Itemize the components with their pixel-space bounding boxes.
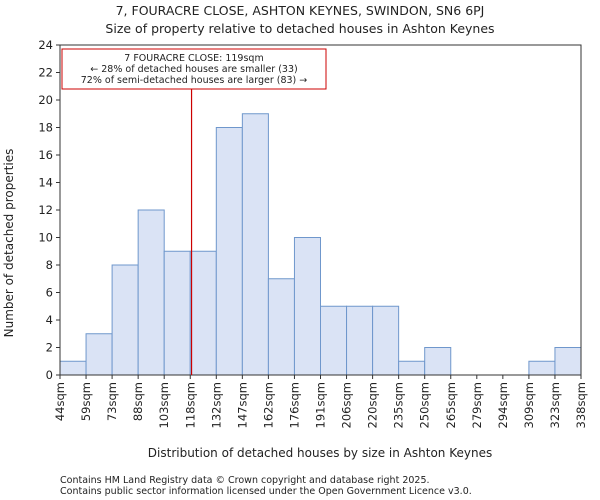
- plot-frame: [59, 44, 582, 376]
- x-tick-label: 176sqm: [287, 382, 301, 428]
- y-tick-label: 6: [46, 286, 53, 300]
- x-tick-label: 103sqm: [157, 382, 171, 428]
- bar-309sqm: [528, 360, 556, 376]
- x-tick-label: 59sqm: [79, 382, 93, 421]
- bars: [59, 113, 582, 376]
- bar-206sqm: [346, 305, 374, 376]
- x-tick-label: 323sqm: [548, 382, 562, 428]
- y-tick-label: 18: [38, 121, 53, 135]
- bar-191sqm: [320, 305, 348, 376]
- x-tick-label: 147sqm: [235, 382, 249, 428]
- y-tick-label: 12: [38, 203, 53, 217]
- bar-73sqm: [111, 264, 139, 376]
- bar-132sqm: [215, 127, 243, 376]
- x-tick-label: 250sqm: [418, 382, 432, 428]
- y-tick-label: 4: [46, 313, 53, 327]
- y-tick-label: 10: [38, 231, 53, 245]
- bar-147sqm: [241, 113, 269, 376]
- bar-235sqm: [398, 360, 426, 376]
- y-tick-label: 22: [38, 66, 53, 80]
- annotation-line-1: 7 FOURACRE CLOSE: 119sqm: [124, 53, 263, 64]
- chart-title: 7, FOURACRE CLOSE, ASHTON KEYNES, SWINDO…: [116, 3, 485, 18]
- x-tick-label: 206sqm: [340, 382, 354, 428]
- y-tick-label: 0: [46, 368, 53, 382]
- x-tick-label: 279sqm: [470, 382, 484, 428]
- x-tick-label: 235sqm: [392, 382, 406, 428]
- y-tick-label: 24: [38, 38, 53, 52]
- y-tick-label: 20: [38, 93, 53, 107]
- x-tick-label: 118sqm: [183, 382, 197, 428]
- x-tick-label: 44sqm: [53, 382, 67, 421]
- y-axis-label: Number of detached properties: [2, 149, 16, 338]
- bar-88sqm: [137, 209, 165, 376]
- x-axis-label: Distribution of detached houses by size …: [148, 446, 492, 460]
- x-tick-label: 220sqm: [366, 382, 380, 428]
- bar-176sqm: [293, 237, 322, 376]
- bar-250sqm: [424, 347, 452, 376]
- annotation-border: [61, 48, 327, 90]
- y-tick-label: 16: [38, 148, 53, 162]
- x-tick-label: 309sqm: [522, 382, 536, 428]
- y-tick-label: 8: [46, 258, 53, 272]
- bar-220sqm: [372, 305, 400, 376]
- x-tick-label: 73sqm: [105, 382, 119, 421]
- x-tick-label: 88sqm: [131, 382, 145, 421]
- bar-323sqm: [554, 347, 582, 376]
- x-axis: 44sqm 59sqm 73sqm 88sqm 103sqm 118sqm 132sqm 14…: [53, 375, 588, 428]
- x-tick-label: 132sqm: [209, 382, 223, 428]
- annotation-line-3: 72% of semi-detached houses are larger (…: [81, 75, 308, 86]
- bar-103sqm: [163, 250, 191, 376]
- bar-44sqm: [59, 360, 87, 376]
- footer-line-1: Contains HM Land Registry data © Crown c…: [60, 475, 430, 486]
- x-tick-label: 265sqm: [444, 382, 458, 428]
- x-tick-label: 294sqm: [496, 382, 510, 428]
- bar-162sqm: [267, 278, 295, 376]
- annotation-line-2: ← 28% of detached houses are smaller (33…: [90, 64, 297, 75]
- footer-line-2: Contains public sector information licen…: [60, 486, 472, 497]
- bar-59sqm: [85, 333, 113, 376]
- x-tick-label: 191sqm: [314, 382, 328, 428]
- x-tick-label: 162sqm: [261, 382, 275, 428]
- y-tick-label: 2: [46, 341, 53, 355]
- bar-118sqm: [189, 250, 217, 376]
- x-tick-label: 338sqm: [574, 382, 588, 428]
- chart-subtitle: Size of property relative to detached ho…: [105, 21, 494, 36]
- y-tick-label: 14: [38, 176, 53, 190]
- annotation-box: 7 FOURACRE CLOSE: 119sqm ← 28% of detach…: [61, 48, 327, 90]
